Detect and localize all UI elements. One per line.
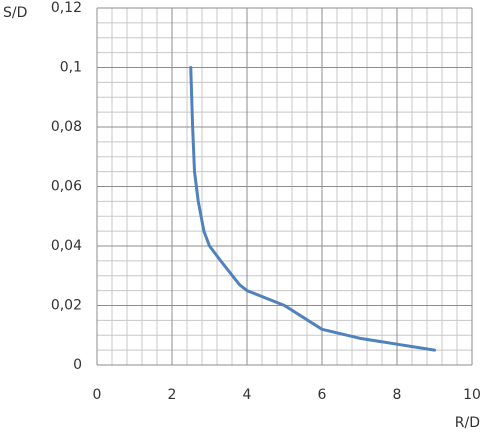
x-tick-label: 0: [93, 387, 102, 403]
y-tick-label: 0: [73, 357, 82, 373]
x-tick-label: 10: [463, 387, 481, 403]
y-tick-label: 0,12: [51, 0, 82, 16]
y-tick-label: 0,1: [60, 60, 82, 76]
x-tick-label: 6: [318, 387, 327, 403]
y-tick-label: 0,02: [51, 298, 82, 314]
x-axis-label: R/D: [455, 415, 480, 431]
y-tick-label: 0,08: [51, 119, 82, 135]
x-tick-label: 8: [393, 387, 402, 403]
y-axis-label: S/D: [3, 5, 27, 21]
x-tick-label: 2: [168, 387, 177, 403]
data-line: [189, 66, 436, 352]
x-tick-label: 4: [243, 387, 252, 403]
y-tick-label: 0,06: [51, 179, 82, 195]
y-tick-label: 0,04: [51, 238, 82, 254]
